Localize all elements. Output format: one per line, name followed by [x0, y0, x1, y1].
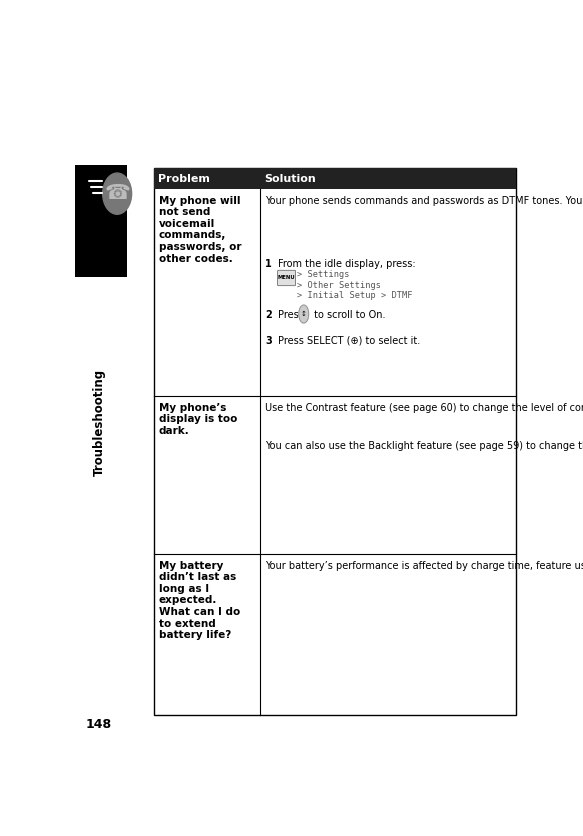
Text: to scroll to On.: to scroll to On. — [311, 310, 385, 320]
Circle shape — [103, 173, 132, 214]
Text: My battery
didn’t last as
long as I
expected.
What can I do
to extend
battery li: My battery didn’t last as long as I expe… — [159, 561, 240, 640]
Bar — [154, 168, 516, 189]
Text: Use the Contrast feature (see page 60) to change the level of contrast in your p: Use the Contrast feature (see page 60) t… — [265, 403, 583, 413]
Ellipse shape — [299, 305, 309, 323]
Text: My phone will
not send
voicemail
commands,
passwords, or
other codes.: My phone will not send voicemail command… — [159, 196, 241, 263]
Text: Your phone sends commands and passwords as DTMF tones. You can set your phone’s : Your phone sends commands and passwords … — [265, 196, 583, 206]
Text: 2: 2 — [265, 310, 272, 320]
Text: 1: 1 — [265, 258, 272, 268]
Bar — [154, 168, 516, 715]
Text: 3: 3 — [265, 336, 272, 346]
Text: ☎: ☎ — [105, 183, 131, 203]
Bar — [75, 165, 127, 278]
FancyBboxPatch shape — [278, 270, 296, 286]
Text: You can also use the Backlight feature (see page 59) to change the length of tim: You can also use the Backlight feature (… — [265, 441, 583, 451]
Text: My phone’s
display is too
dark.: My phone’s display is too dark. — [159, 403, 237, 436]
Text: Problem: Problem — [158, 174, 210, 184]
Text: ↕: ↕ — [301, 311, 307, 317]
Text: Press SELECT (⊕) to select it.: Press SELECT (⊕) to select it. — [278, 336, 420, 346]
Text: PRELIMINARY: PRELIMINARY — [203, 342, 448, 528]
Text: > Other Settings: > Other Settings — [297, 281, 381, 289]
Text: > Initial Setup > DTMF: > Initial Setup > DTMF — [297, 291, 413, 300]
Text: > Settings: > Settings — [297, 270, 350, 279]
Text: Your battery’s performance is affected by charge time, feature use, temperature : Your battery’s performance is affected b… — [265, 561, 583, 571]
Text: From the idle display, press:: From the idle display, press: — [278, 258, 415, 268]
Text: 148: 148 — [86, 718, 112, 732]
Text: Press: Press — [278, 310, 307, 320]
Text: Solution: Solution — [264, 174, 316, 184]
Text: MENU: MENU — [278, 276, 296, 281]
Text: Troubleshooting: Troubleshooting — [93, 369, 106, 476]
